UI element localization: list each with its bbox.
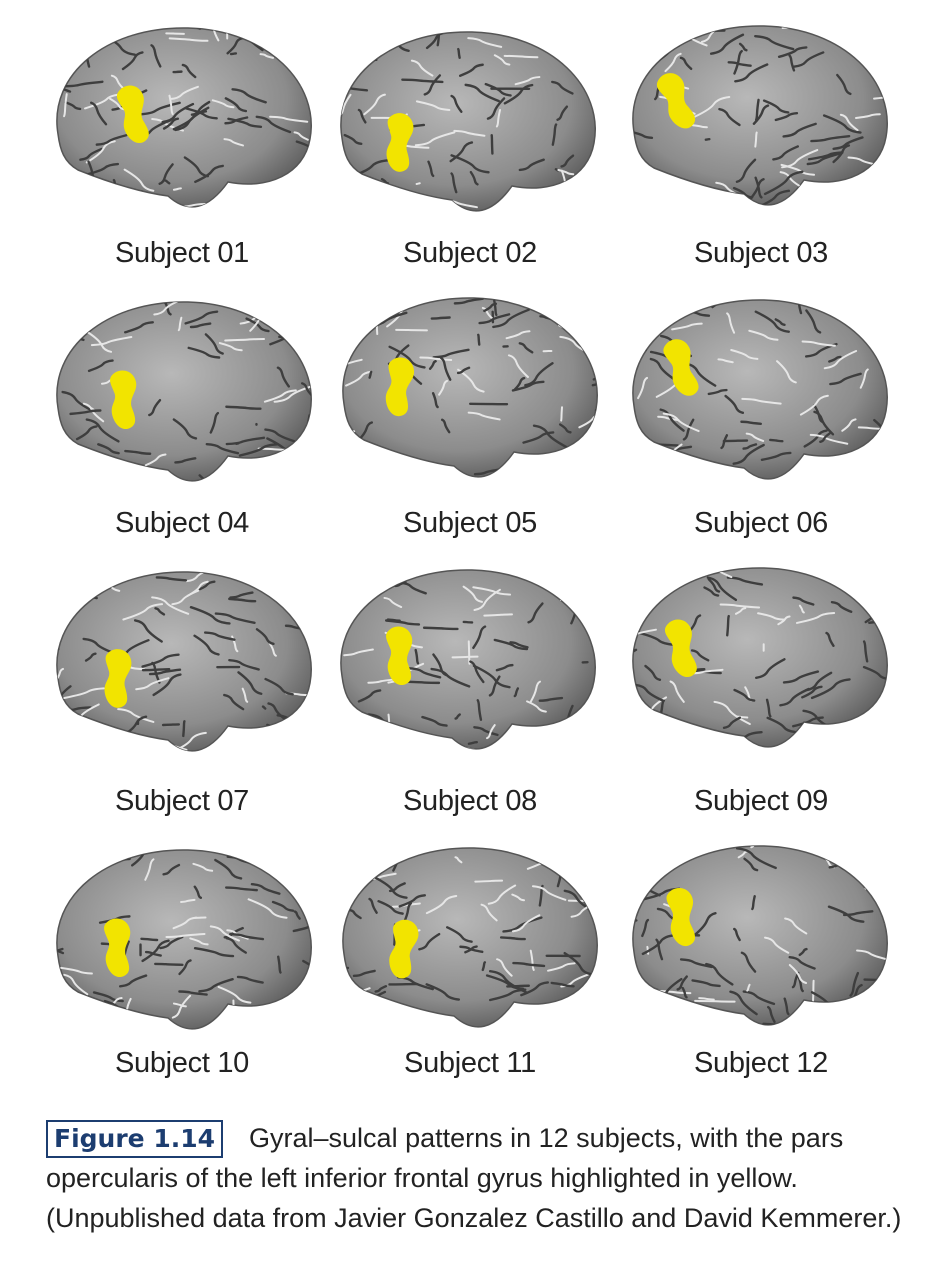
panel-label: Subject 07 [114, 785, 250, 817]
brain-surface [340, 31, 596, 212]
panel-label: Subject 03 [693, 237, 829, 269]
panel: Subject 10 [38, 832, 326, 1094]
brain-image [56, 849, 312, 1030]
brain-image [632, 845, 888, 1026]
panel-label: Subject 01 [114, 237, 250, 269]
pars-opercularis-highlight [386, 626, 413, 686]
panel-label: Subject 04 [114, 507, 250, 539]
panel-label: Subject 12 [693, 1047, 829, 1079]
panel: Subject 03 [614, 14, 908, 284]
panel: Subject 08 [326, 554, 614, 832]
brain-image [56, 301, 312, 482]
pars-opercularis-highlight [104, 918, 131, 978]
pars-opercularis-highlight [116, 85, 149, 144]
panel: Subject 11 [326, 832, 614, 1094]
brain-surface [342, 847, 598, 1028]
figure-label: Figure 1.14 [46, 1120, 224, 1158]
brain-surface [56, 27, 312, 208]
brain-image [342, 847, 598, 1028]
panel: Subject 02 [326, 14, 614, 284]
panel: Subject 09 [614, 554, 908, 832]
pars-opercularis-highlight [386, 113, 414, 172]
figure-caption: Figure 1.14 Gyral–sulcal patterns in 12 s… [46, 1118, 906, 1238]
panel-label: Subject 05 [402, 507, 538, 539]
brain-image [632, 25, 888, 206]
pars-opercularis-highlight [663, 339, 699, 396]
brain-image [56, 571, 312, 752]
brain-surface [632, 567, 888, 748]
pars-opercularis-highlight [110, 370, 137, 430]
pars-opercularis-highlight [104, 649, 132, 708]
brain-image [632, 299, 888, 480]
pars-opercularis-highlight [666, 888, 695, 947]
brain-image [340, 569, 596, 750]
brain-image [632, 567, 888, 748]
brain-surface [56, 849, 312, 1030]
panel-label: Subject 06 [693, 507, 829, 539]
panel: Subject 06 [614, 284, 908, 554]
panel: Subject 01 [38, 14, 326, 284]
panel: Subject 04 [38, 284, 326, 554]
panel-label: Subject 08 [402, 785, 538, 817]
panel-label: Subject 11 [404, 1047, 536, 1079]
brain-image [342, 297, 598, 478]
brain-surface [56, 301, 312, 482]
pars-opercularis-highlight [656, 73, 696, 129]
brain-image [340, 31, 596, 212]
panel-label: Subject 10 [114, 1047, 250, 1079]
panel-label: Subject 02 [402, 237, 538, 269]
caption-text: Gyral–sulcal patterns in 12 subjects, wi… [46, 1123, 902, 1233]
pars-opercularis-highlight [385, 357, 415, 417]
panel: Subject 05 [326, 284, 614, 554]
pars-opercularis-highlight [389, 919, 419, 979]
panel: Subject 07 [38, 554, 326, 832]
panel-label: Subject 09 [693, 785, 829, 817]
brain-image [56, 27, 312, 208]
brain-panel-grid: Subject 01 Subject 02 Subject 03 Subject… [38, 14, 908, 1094]
brain-surface [342, 297, 598, 478]
panel: Subject 12 [614, 832, 908, 1094]
brain-surface [340, 569, 596, 750]
pars-opercularis-highlight [664, 619, 697, 678]
